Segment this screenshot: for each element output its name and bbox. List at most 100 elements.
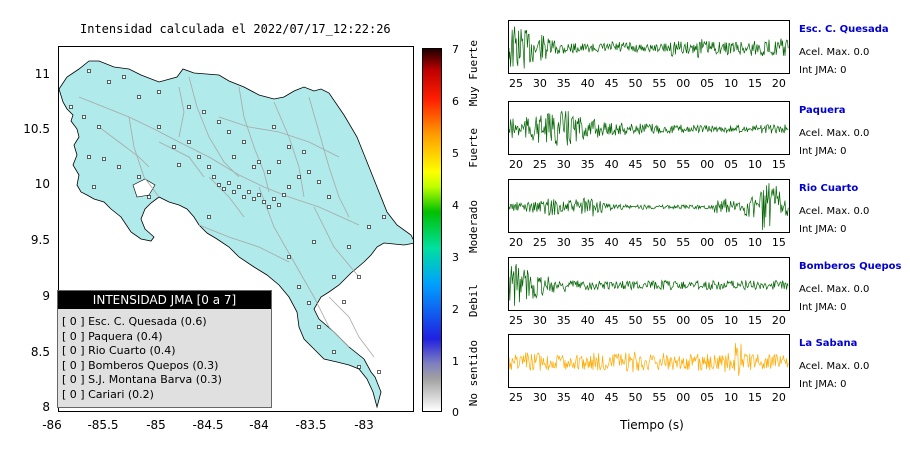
time-axis-label: Tiempo (s): [620, 418, 684, 432]
map-y-tick: 9: [42, 289, 50, 303]
station-marker: [177, 163, 181, 167]
station-name[interactable]: Rio Cuarto: [799, 183, 859, 194]
station-name[interactable]: Bomberos Quepos: [799, 261, 902, 272]
legend-item: [ 0 ] S.J. Montana Barva (0.3): [62, 373, 222, 386]
station-marker: [287, 255, 291, 259]
max-acceleration: Acel. Max. 0.0: [799, 284, 870, 295]
station-name[interactable]: Esc. C. Quesada: [799, 24, 889, 35]
scale-number: 1: [452, 355, 459, 368]
station-markers: [69, 69, 386, 374]
station-marker: [287, 185, 291, 189]
station-marker: [187, 140, 191, 144]
seismogram-panel[interactable]: [508, 101, 790, 155]
waveform: [509, 183, 789, 231]
scale-label-no-sentido: No sentido: [467, 340, 480, 407]
station-marker: [87, 69, 91, 73]
waveform-trace: [509, 343, 789, 376]
station-marker: [252, 165, 256, 169]
time-tick: 05: [700, 391, 715, 404]
jma-intensity: Int JMA: 0: [799, 65, 847, 76]
time-tick: 20: [509, 158, 523, 171]
legend-item: [ 0 ] Rio Cuarto (0.4): [62, 344, 176, 357]
station-marker: [357, 365, 361, 369]
map-y-tick: 8: [42, 400, 50, 414]
seismogram-panel[interactable]: [508, 20, 790, 74]
road: [218, 116, 340, 158]
station-marker: [252, 197, 256, 201]
time-tick: 05: [700, 77, 715, 90]
road: [128, 116, 160, 198]
station-marker: [157, 90, 161, 94]
time-tick: 15: [748, 314, 762, 327]
station-marker: [332, 350, 336, 354]
road: [198, 224, 290, 263]
time-tick: 50: [652, 236, 667, 249]
waveform-trace: [509, 110, 789, 146]
scale-label-fuerte: Fuerte: [467, 128, 480, 168]
station-marker: [297, 285, 301, 289]
time-tick: 35: [580, 158, 595, 171]
station-name[interactable]: La Sabana: [799, 338, 858, 349]
road: [178, 86, 185, 138]
time-tick: 15: [771, 158, 786, 171]
station-marker: [242, 140, 246, 144]
time-tick: 45: [604, 77, 619, 90]
time-tick: 45: [604, 391, 619, 404]
station-marker: [277, 160, 281, 164]
time-tick: 55: [676, 236, 691, 249]
station-marker: [247, 190, 251, 194]
jma-intensity: Int JMA: 0: [799, 379, 847, 390]
scale-label-moderado: Moderado: [467, 200, 480, 253]
station-marker: [212, 175, 216, 179]
station-name[interactable]: Paquera: [799, 105, 846, 116]
map-canvas: [59, 60, 413, 409]
road: [158, 141, 205, 178]
time-tick: 25: [532, 236, 547, 249]
time-tick: 00: [676, 314, 691, 327]
seismogram-panel[interactable]: [508, 179, 790, 233]
station-marker: [332, 275, 336, 279]
station-marker: [367, 225, 371, 229]
seismogram-panel[interactable]: [508, 257, 790, 311]
time-tick: 30: [556, 158, 571, 171]
station-marker: [267, 205, 271, 209]
waveform: [509, 26, 789, 69]
station-marker: [122, 75, 126, 79]
time-tick: 35: [556, 77, 571, 90]
station-marker: [262, 200, 266, 204]
station-marker: [272, 125, 276, 129]
seismogram-panel[interactable]: [508, 334, 790, 388]
station-marker: [242, 195, 246, 199]
station-marker: [207, 165, 211, 169]
time-tick: 35: [580, 236, 595, 249]
map-y-tick: 8.5: [30, 345, 50, 359]
waveform-trace: [509, 26, 789, 69]
station-marker: [272, 197, 276, 201]
scale-number: 5: [452, 147, 459, 160]
map-x-tick: -83: [354, 418, 374, 432]
station-marker: [217, 120, 221, 124]
station-marker: [217, 183, 221, 187]
scale-number: 4: [452, 199, 459, 212]
map-y-tick: 11: [34, 67, 50, 81]
station-marker: [202, 110, 206, 114]
jma-intensity: Int JMA: 0: [799, 224, 847, 235]
time-tick: 10: [748, 236, 762, 249]
station-marker: [107, 80, 111, 84]
time-tick: 10: [724, 314, 739, 327]
time-tick: 15: [748, 77, 762, 90]
time-tick: 45: [628, 158, 643, 171]
time-tick: 50: [628, 391, 643, 404]
max-acceleration: Acel. Max. 0.0: [799, 128, 870, 139]
time-tick: 45: [604, 314, 619, 327]
time-tick: 05: [724, 158, 739, 171]
station-marker: [307, 301, 311, 305]
time-tick: 10: [724, 391, 739, 404]
station-marker: [147, 195, 151, 199]
station-marker: [222, 187, 226, 191]
time-tick: 00: [676, 77, 691, 90]
station-marker: [87, 155, 91, 159]
legend-item: [ 0 ] Cariari (0.2): [62, 387, 154, 401]
time-tick: 25: [532, 158, 547, 171]
station-marker: [102, 157, 106, 161]
